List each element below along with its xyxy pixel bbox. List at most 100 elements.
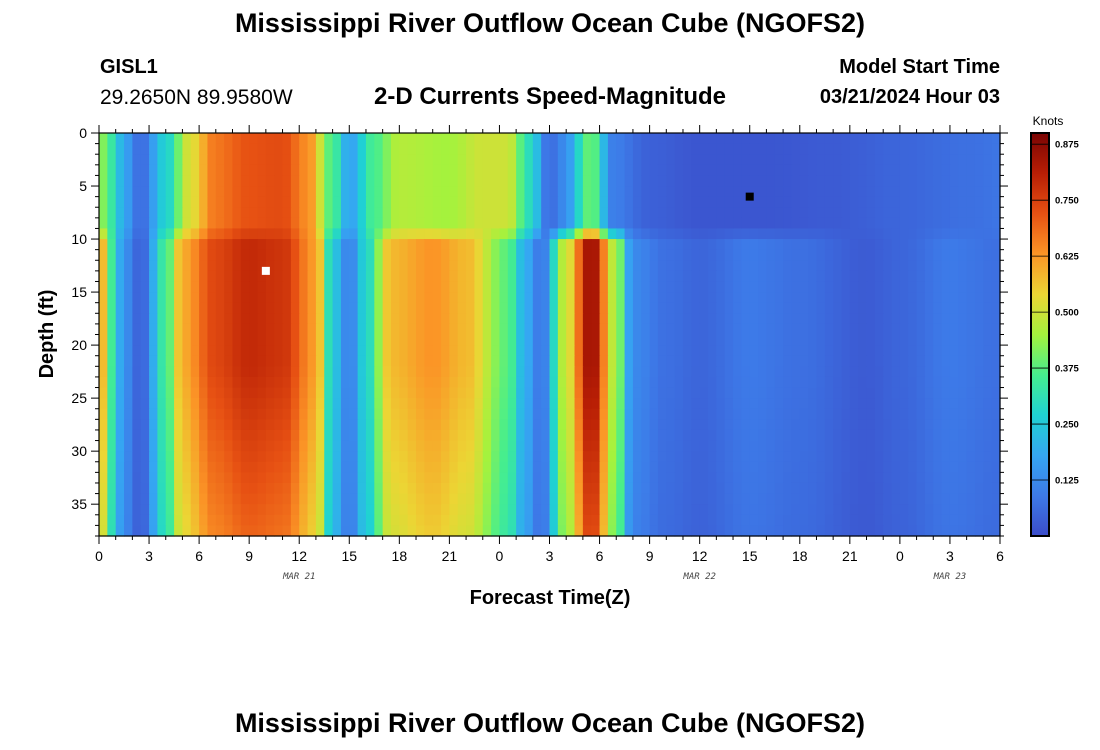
heatmap-cell bbox=[591, 514, 601, 526]
heatmap-cell bbox=[532, 472, 542, 484]
heatmap-cell bbox=[524, 323, 534, 336]
heatmap-cell bbox=[474, 525, 484, 537]
heatmap-cell bbox=[407, 186, 417, 198]
heatmap-cell bbox=[916, 313, 926, 325]
heatmap-cell bbox=[265, 408, 275, 420]
heatmap-cell bbox=[99, 164, 108, 177]
heatmap-cell bbox=[190, 345, 200, 357]
heatmap-cell bbox=[99, 440, 108, 452]
heatmap-cell bbox=[649, 525, 659, 537]
heatmap-cell bbox=[991, 451, 1001, 463]
heatmap-cell bbox=[441, 345, 450, 357]
heatmap-cell bbox=[332, 387, 342, 399]
heatmap-cell bbox=[833, 186, 843, 198]
heatmap-cell bbox=[582, 398, 592, 410]
heatmap-cell bbox=[190, 387, 200, 399]
heatmap-cell bbox=[107, 387, 117, 399]
heatmap-cell bbox=[741, 345, 751, 357]
heatmap-cell bbox=[657, 143, 667, 155]
heatmap-cell bbox=[591, 175, 601, 187]
heatmap-cell bbox=[374, 164, 384, 177]
heatmap-cell bbox=[774, 249, 784, 261]
heatmap-cell bbox=[708, 366, 717, 378]
heatmap-cell bbox=[290, 387, 300, 399]
heatmap-cell bbox=[274, 429, 284, 442]
heatmap-cell bbox=[491, 270, 501, 283]
heatmap-cell bbox=[774, 313, 784, 325]
heatmap-cell bbox=[799, 472, 809, 484]
heatmap-cell bbox=[265, 334, 275, 346]
heatmap-cell bbox=[841, 186, 851, 198]
heatmap-cell bbox=[207, 281, 217, 293]
heatmap-cell bbox=[916, 334, 926, 346]
x-tick-label: 21 bbox=[442, 548, 458, 564]
heatmap-cell bbox=[649, 207, 659, 219]
heatmap-cell bbox=[257, 334, 267, 346]
heatmap-cell bbox=[708, 345, 717, 357]
heatmap-cell bbox=[215, 440, 225, 452]
heatmap-cell bbox=[899, 419, 909, 431]
heatmap-cell bbox=[207, 196, 217, 208]
heatmap-cell bbox=[616, 398, 626, 410]
heatmap-cell bbox=[983, 228, 993, 240]
heatmap-cell bbox=[315, 493, 325, 505]
heatmap-cell bbox=[774, 302, 784, 314]
heatmap-cell bbox=[799, 366, 809, 378]
heatmap-cell bbox=[474, 270, 484, 283]
heatmap-cell bbox=[99, 493, 108, 505]
heatmap-cell bbox=[557, 387, 567, 399]
heatmap-cell bbox=[816, 429, 826, 442]
heatmap-cell bbox=[532, 228, 542, 240]
heatmap-cell bbox=[466, 175, 476, 187]
heatmap-cell bbox=[290, 440, 300, 452]
heatmap-cell bbox=[699, 154, 709, 166]
heatmap-cell bbox=[474, 440, 484, 452]
heatmap-cell bbox=[816, 355, 826, 367]
heatmap-cell bbox=[908, 154, 918, 166]
heatmap-cell bbox=[666, 323, 676, 336]
heatmap-cell bbox=[407, 514, 417, 526]
heatmap-cell bbox=[466, 133, 476, 145]
heatmap-cell bbox=[616, 514, 626, 526]
heatmap-cell bbox=[365, 398, 375, 410]
heatmap-cell bbox=[824, 186, 834, 198]
heatmap-cell bbox=[674, 249, 684, 261]
heatmap-cell bbox=[174, 207, 184, 219]
heatmap-cell bbox=[833, 313, 843, 325]
heatmap-cell bbox=[774, 419, 784, 431]
heatmap-cell bbox=[165, 355, 175, 367]
heatmap-cell bbox=[958, 239, 968, 251]
heatmap-cell bbox=[816, 292, 826, 304]
heatmap-cell bbox=[249, 334, 259, 346]
x-tick-label: 0 bbox=[95, 548, 103, 564]
heatmap-cell bbox=[933, 355, 943, 367]
heatmap-cell bbox=[908, 281, 918, 293]
heatmap-cell bbox=[966, 472, 976, 484]
heatmap-cell bbox=[849, 387, 859, 399]
heatmap-cell bbox=[265, 281, 275, 293]
heatmap-cell bbox=[899, 228, 909, 240]
heatmap-cell bbox=[115, 472, 125, 484]
heatmap-cell bbox=[474, 366, 484, 378]
heatmap-cell bbox=[224, 429, 234, 442]
heatmap-cell bbox=[449, 408, 459, 420]
heatmap-cell bbox=[607, 164, 617, 177]
x-tick-label: 0 bbox=[896, 548, 904, 564]
heatmap-cell bbox=[174, 504, 184, 516]
heatmap-cell bbox=[933, 345, 943, 357]
heatmap-cell bbox=[532, 355, 542, 367]
heatmap-cell bbox=[716, 164, 726, 177]
heatmap-cell bbox=[849, 270, 859, 283]
heatmap-cell bbox=[190, 472, 200, 484]
heatmap-cell bbox=[691, 260, 701, 272]
heatmap-cell bbox=[549, 302, 559, 314]
heatmap-cell bbox=[340, 451, 350, 463]
heatmap-cell bbox=[874, 429, 884, 442]
heatmap-cell bbox=[257, 260, 267, 272]
heatmap-cell bbox=[290, 355, 300, 367]
heatmap-cell bbox=[908, 398, 918, 410]
heatmap-cell bbox=[858, 281, 868, 293]
heatmap-cell bbox=[165, 334, 175, 346]
heatmap-cell bbox=[549, 451, 559, 463]
heatmap-cell bbox=[624, 419, 634, 431]
